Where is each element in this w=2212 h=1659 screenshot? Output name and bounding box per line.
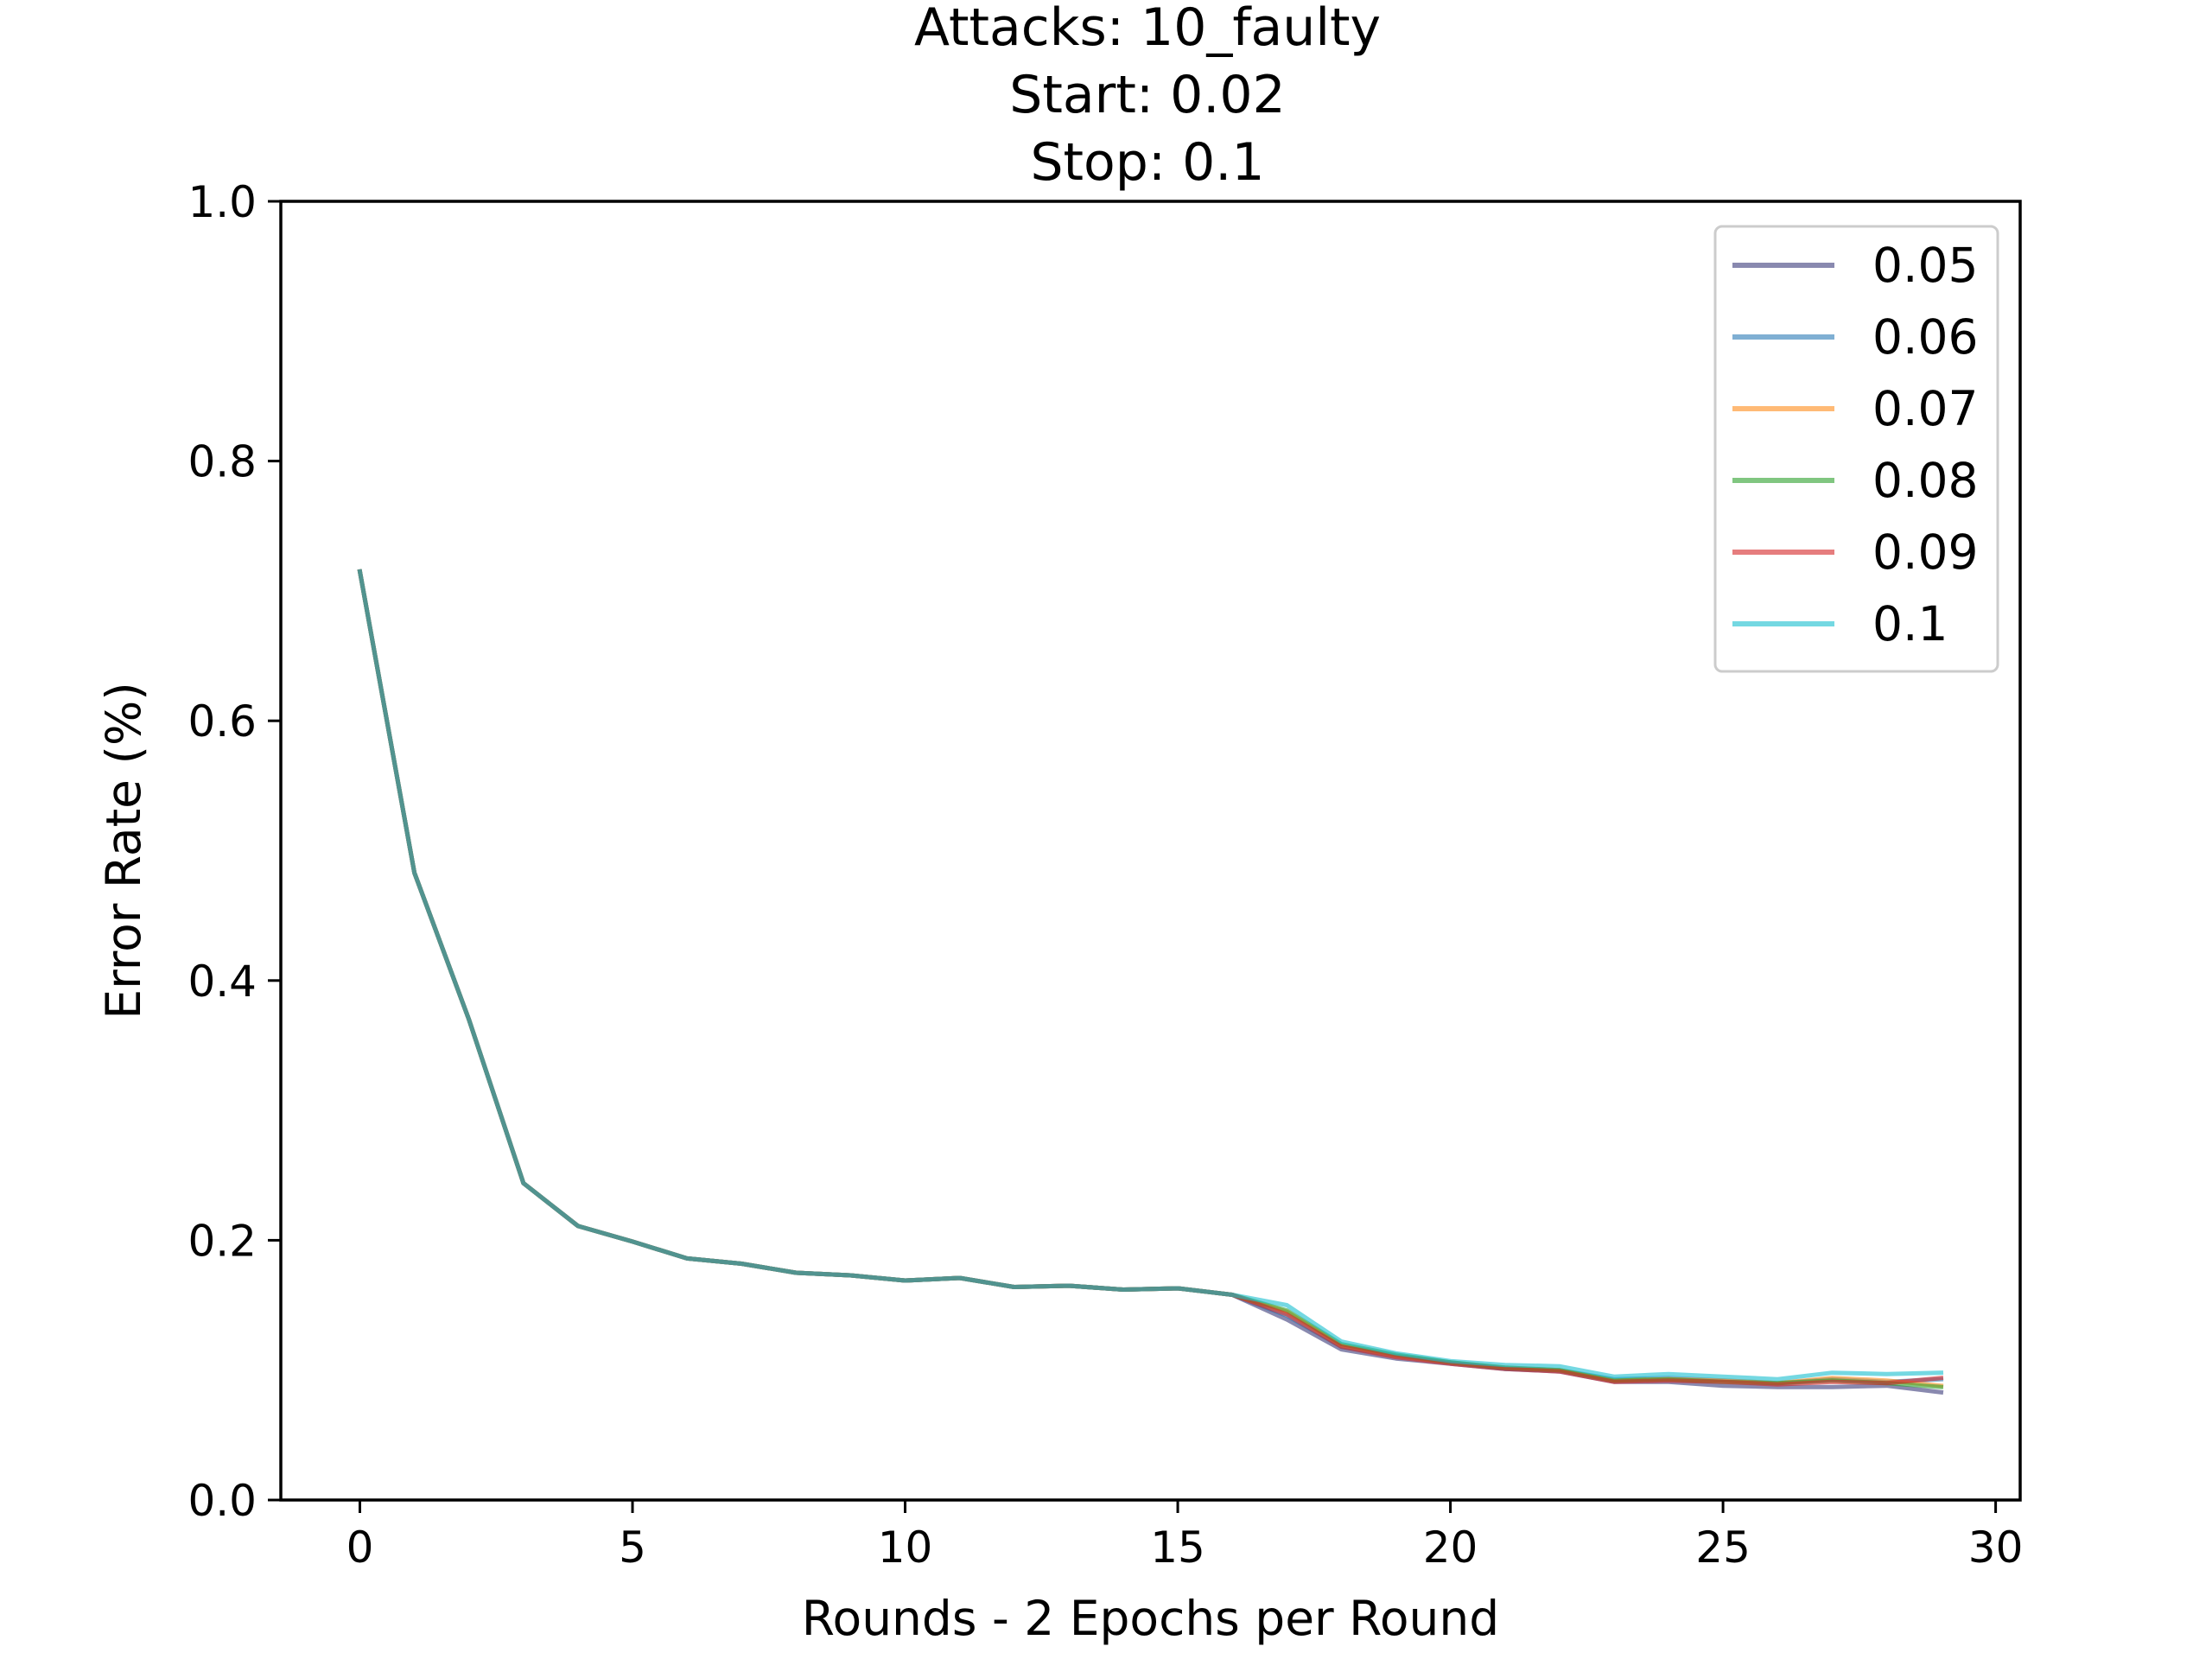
title-line-2: Start: 0.02 — [1009, 65, 1285, 125]
legend-label-5: 0.09 — [1872, 524, 1978, 580]
series-group — [357, 569, 1944, 1395]
legend: 0.05 0.06 0.07 0.08 0.09 0.1 — [1713, 225, 1999, 673]
x-tick-label: 0 — [346, 1522, 374, 1573]
y-tick-label: 1.0 — [188, 177, 257, 227]
plot-area-frame — [279, 200, 2022, 1502]
x-tick-label: 25 — [1695, 1522, 1751, 1573]
chart-title: Attacks: 10_faulty Start: 0.02 Stop: 0.1 — [914, 0, 1381, 193]
x-tick-label: 20 — [1423, 1522, 1478, 1573]
legend-box — [1713, 225, 1999, 673]
legend-label-2: 0.06 — [1872, 309, 1978, 365]
legend-label-6: 0.1 — [1872, 596, 1948, 652]
y-tick-label: 0.2 — [188, 1216, 257, 1266]
y-axis-label: Error Rate (%) — [96, 682, 151, 1019]
y-tick-label: 0.4 — [188, 957, 257, 1007]
title-line-1: Attacks: 10_faulty — [914, 0, 1381, 58]
title-line-3: Stop: 0.1 — [1030, 132, 1264, 193]
y-tick-label: 0.6 — [188, 696, 257, 747]
y-tick-label: 0.0 — [188, 1476, 257, 1526]
x-tick-label: 5 — [619, 1522, 646, 1573]
x-tick-label: 15 — [1150, 1522, 1205, 1573]
x-axis-ticks: 0 5 10 15 20 25 30 — [346, 1500, 2024, 1573]
legend-label-3: 0.07 — [1872, 381, 1978, 436]
legend-label-4: 0.08 — [1872, 453, 1978, 508]
series-line-6 — [357, 569, 1944, 1382]
x-axis-label: Rounds - 2 Epochs per Round — [802, 1591, 1499, 1646]
legend-label-1: 0.05 — [1872, 238, 1978, 293]
y-tick-label: 0.8 — [188, 437, 257, 487]
x-tick-label: 10 — [878, 1522, 933, 1573]
x-tick-label: 30 — [1968, 1522, 2024, 1573]
y-axis-ticks: 0.0 0.2 0.4 0.6 0.8 1.0 — [188, 177, 281, 1526]
